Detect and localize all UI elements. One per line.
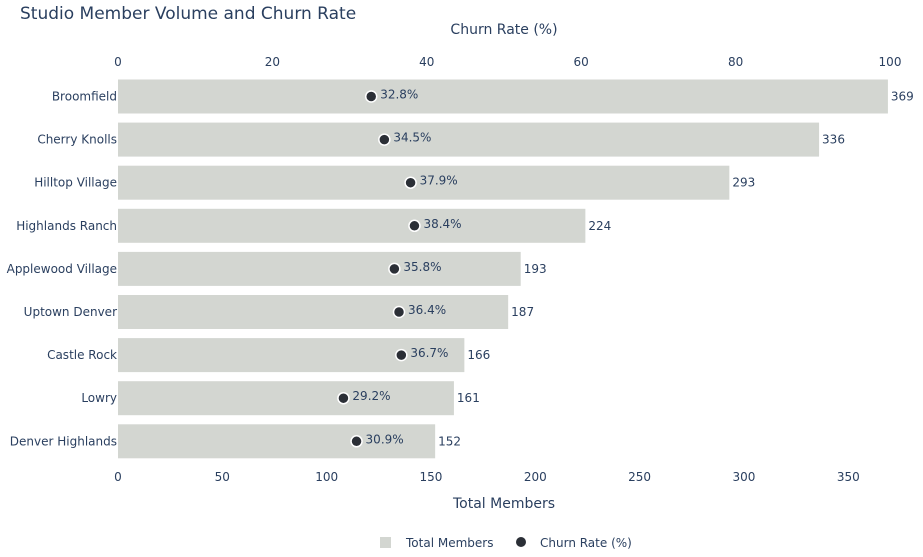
- bottom-tick-label: 100: [315, 470, 338, 484]
- category-label: Broomfield: [52, 90, 117, 104]
- bottom-tick-label: 50: [215, 470, 230, 484]
- bottom-tick-label: 150: [420, 470, 443, 484]
- category-label: Hilltop Village: [34, 176, 117, 190]
- bar: [118, 424, 436, 459]
- top-axis-ticks: 0 20 40 60 80 100: [114, 55, 901, 69]
- legend-label-total-members: Total Members: [405, 536, 493, 550]
- churn-dot: [408, 219, 421, 233]
- legend: Total Members Churn Rate (%): [380, 536, 632, 550]
- top-axis-title: Churn Rate (%): [450, 22, 557, 38]
- bar-value-label: 166: [467, 348, 490, 362]
- churn-dot: [364, 90, 378, 103]
- churn-value-label: 34.5%: [393, 131, 431, 145]
- bottom-tick-label: 350: [837, 470, 860, 484]
- bar: [118, 165, 730, 200]
- bar-value-label: 187: [511, 305, 534, 319]
- bar-value-labels: 369 336 293 224 193 187 166 161 152: [438, 90, 914, 449]
- category-label: Castle Rock: [47, 348, 117, 362]
- bar: [118, 251, 521, 286]
- churn-value-label: 38.4%: [423, 217, 461, 231]
- churn-dot: [337, 391, 350, 405]
- churn-value-label: 36.4%: [408, 303, 446, 317]
- category-label: Applewood Village: [7, 262, 117, 276]
- bar-value-label: 369: [891, 90, 914, 104]
- churn-dot: [404, 176, 417, 189]
- category-label: Uptown Denver: [24, 305, 117, 319]
- bottom-axis-ticks: 0 50 100 150 200 250 300 350: [114, 470, 860, 484]
- category-label: Highlands Ranch: [16, 219, 117, 233]
- category-label: Lowry: [81, 391, 117, 405]
- top-tick-label: 0: [114, 55, 122, 69]
- bottom-tick-label: 0: [114, 470, 122, 484]
- churn-value-labels: 32.8% 34.5% 37.9% 38.4% 35.8% 36.4% 36.7% 29.2%…: [352, 88, 461, 447]
- top-tick-label: 20: [265, 55, 280, 69]
- legend-swatch-churn-rate: [516, 537, 526, 547]
- bottom-axis-title: Total Members: [452, 496, 555, 512]
- bar-value-label: 224: [588, 219, 611, 233]
- bar-value-label: 152: [438, 434, 461, 448]
- bar: [118, 381, 454, 416]
- bar-value-label: 161: [457, 391, 480, 405]
- chart-title: Studio Member Volume and Churn Rate: [20, 4, 356, 24]
- churn-value-label: 36.7%: [410, 346, 448, 360]
- bar: [118, 122, 820, 157]
- bar-value-label: 293: [732, 176, 755, 190]
- churn-dot: [378, 133, 391, 146]
- churn-dot: [388, 262, 401, 276]
- category-label: Cherry Knolls: [37, 133, 117, 147]
- bar: [118, 295, 509, 329]
- churn-dots-series: [337, 90, 421, 448]
- churn-value-label: 29.2%: [352, 389, 390, 403]
- churn-dot: [350, 435, 363, 448]
- churn-dot: [395, 348, 408, 362]
- bar-value-label: 193: [524, 262, 547, 276]
- churn-value-label: 35.8%: [403, 260, 441, 274]
- legend-label-churn-rate: Churn Rate (%): [540, 536, 632, 550]
- churn-value-label: 32.8%: [380, 88, 418, 102]
- bottom-tick-label: 250: [628, 470, 651, 484]
- bars-series: [118, 79, 888, 459]
- bar: [118, 208, 586, 243]
- bar: [118, 79, 888, 114]
- bar-value-label: 336: [822, 133, 845, 147]
- churn-dot: [392, 305, 406, 319]
- top-tick-label: 100: [879, 55, 902, 69]
- legend-swatch-total-members: [380, 537, 391, 548]
- bottom-tick-label: 200: [524, 470, 547, 484]
- churn-value-label: 30.9%: [366, 432, 404, 446]
- bottom-tick-label: 300: [732, 470, 755, 484]
- churn-value-label: 37.9%: [420, 174, 458, 188]
- category-labels: Broomfield Cherry Knolls Hilltop Village Hi…: [7, 90, 117, 449]
- top-tick-label: 80: [728, 55, 743, 69]
- category-label: Denver Highlands: [10, 434, 117, 448]
- top-tick-label: 60: [574, 55, 589, 69]
- top-tick-label: 40: [419, 55, 434, 69]
